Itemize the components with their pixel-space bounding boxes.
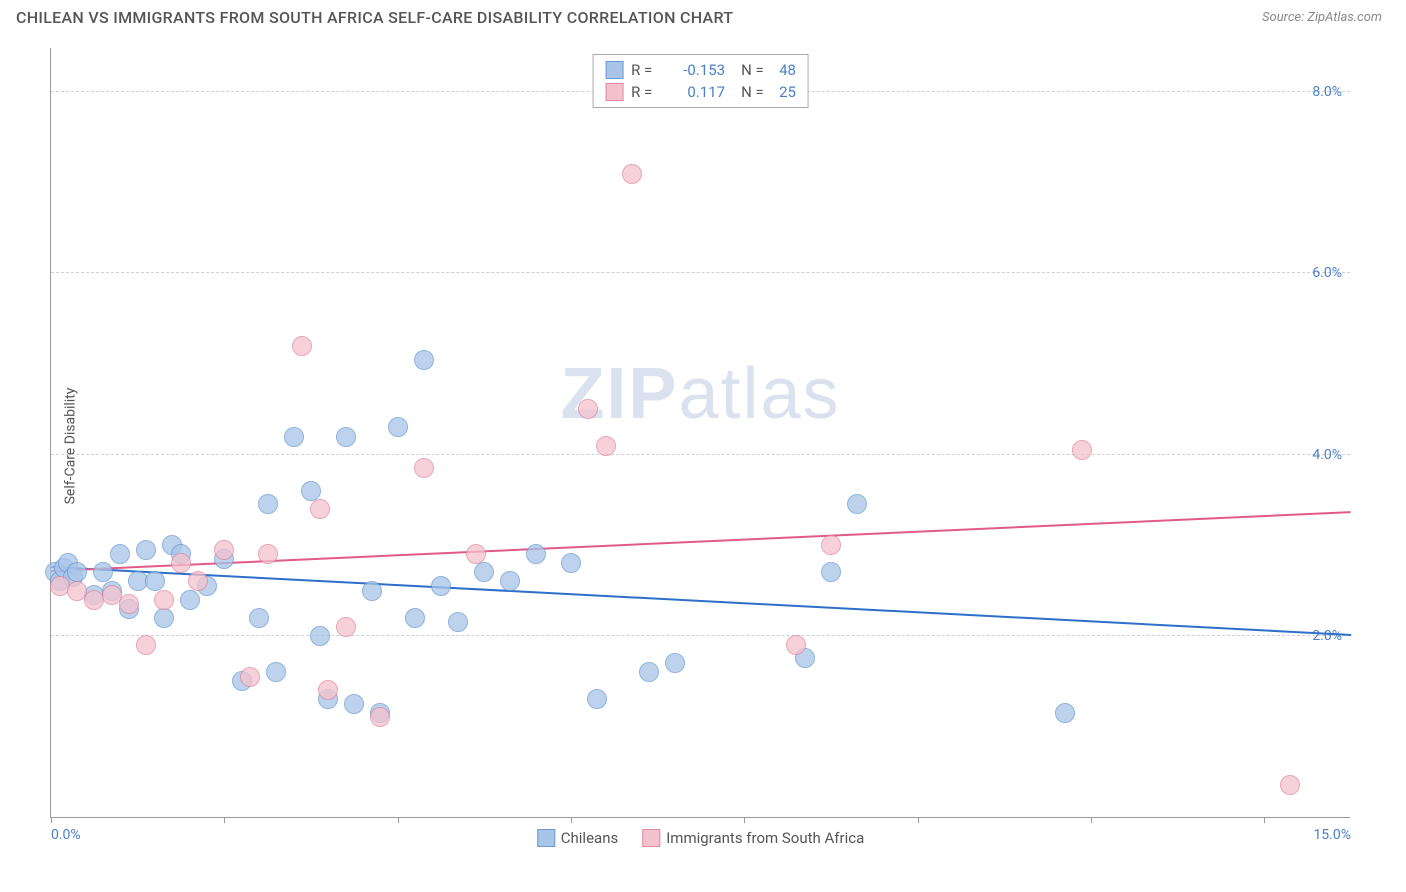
n-label: N = bbox=[741, 83, 771, 101]
legend-swatch bbox=[537, 829, 555, 847]
scatter-point bbox=[318, 680, 338, 700]
x-tick bbox=[571, 817, 572, 823]
legend-label: Chileans bbox=[561, 829, 618, 847]
scatter-point bbox=[405, 608, 425, 628]
gridline bbox=[51, 635, 1350, 636]
legend-swatch bbox=[605, 61, 623, 79]
scatter-point bbox=[466, 544, 486, 564]
x-tick bbox=[51, 817, 52, 823]
scatter-point bbox=[847, 494, 867, 514]
scatter-point bbox=[67, 562, 87, 582]
scatter-point bbox=[266, 662, 286, 682]
scatter-point bbox=[370, 707, 390, 727]
r-label: R = bbox=[631, 83, 661, 101]
scatter-point bbox=[474, 562, 494, 582]
scatter-point bbox=[786, 635, 806, 655]
gridline bbox=[51, 272, 1350, 273]
legend-row: R = 0.117 N = 25 bbox=[605, 81, 796, 103]
y-tick-label: 4.0% bbox=[1312, 447, 1342, 463]
scatter-point bbox=[1072, 440, 1092, 460]
scatter-point bbox=[336, 617, 356, 637]
scatter-point bbox=[119, 594, 139, 614]
scatter-point bbox=[500, 571, 520, 591]
legend-item: Immigrants from South Africa bbox=[642, 829, 864, 847]
scatter-point bbox=[145, 571, 165, 591]
scatter-point bbox=[578, 399, 598, 419]
scatter-point bbox=[258, 544, 278, 564]
scatter-point bbox=[154, 608, 174, 628]
scatter-point bbox=[93, 562, 113, 582]
scatter-point bbox=[136, 635, 156, 655]
scatter-point bbox=[1280, 775, 1300, 795]
n-value: 25 bbox=[779, 83, 796, 101]
x-tick bbox=[1264, 817, 1265, 823]
n-label: N = bbox=[741, 61, 771, 79]
scatter-point bbox=[336, 427, 356, 447]
legend-label: Immigrants from South Africa bbox=[666, 829, 864, 847]
scatter-point bbox=[344, 694, 364, 714]
x-tick bbox=[744, 817, 745, 823]
correlation-legend: R = -0.153 N = 48 R = 0.117 N = 25 bbox=[592, 54, 809, 108]
x-tick-label: 0.0% bbox=[51, 827, 81, 843]
trendline bbox=[51, 512, 1351, 573]
scatter-point bbox=[561, 553, 581, 573]
x-tick bbox=[1091, 817, 1092, 823]
scatter-chart: ZIPatlas 2.0%4.0%6.0%8.0%0.0%15.0%R =-0.… bbox=[50, 48, 1350, 818]
legend-row: R = -0.153 N = 48 bbox=[605, 59, 796, 81]
scatter-point bbox=[214, 540, 234, 560]
series-legend: Chileans Immigrants from South Africa bbox=[537, 829, 864, 847]
scatter-point bbox=[310, 499, 330, 519]
scatter-point bbox=[448, 612, 468, 632]
legend-swatch bbox=[605, 83, 623, 101]
scatter-point bbox=[284, 427, 304, 447]
legend-swatch bbox=[642, 829, 660, 847]
x-tick bbox=[398, 817, 399, 823]
scatter-point bbox=[639, 662, 659, 682]
gridline bbox=[51, 454, 1350, 455]
scatter-point bbox=[431, 576, 451, 596]
scatter-point bbox=[821, 535, 841, 555]
x-tick bbox=[224, 817, 225, 823]
scatter-point bbox=[388, 417, 408, 437]
scatter-point bbox=[821, 562, 841, 582]
n-value: 48 bbox=[779, 61, 796, 79]
scatter-point bbox=[249, 608, 269, 628]
scatter-point bbox=[171, 553, 191, 573]
scatter-point bbox=[587, 689, 607, 709]
scatter-point bbox=[665, 653, 685, 673]
watermark: ZIPatlas bbox=[560, 353, 840, 435]
scatter-point bbox=[414, 350, 434, 370]
trendline bbox=[51, 566, 1351, 636]
scatter-point bbox=[1055, 703, 1075, 723]
x-tick bbox=[918, 817, 919, 823]
scatter-point bbox=[362, 581, 382, 601]
chart-title: CHILEAN VS IMMIGRANTS FROM SOUTH AFRICA … bbox=[16, 8, 733, 27]
y-tick-label: 2.0% bbox=[1312, 628, 1342, 644]
scatter-point bbox=[526, 544, 546, 564]
y-tick-label: 8.0% bbox=[1312, 84, 1342, 100]
scatter-point bbox=[240, 667, 260, 687]
x-tick-label: 15.0% bbox=[1313, 827, 1351, 843]
scatter-point bbox=[110, 544, 130, 564]
scatter-point bbox=[301, 481, 321, 501]
r-value: -0.153 bbox=[669, 61, 725, 79]
scatter-point bbox=[136, 540, 156, 560]
scatter-point bbox=[292, 336, 312, 356]
legend-item: Chileans bbox=[537, 829, 618, 847]
r-value: 0.117 bbox=[669, 83, 725, 101]
r-label: R = bbox=[631, 61, 661, 79]
chart-header: CHILEAN VS IMMIGRANTS FROM SOUTH AFRICA … bbox=[0, 0, 1406, 35]
scatter-point bbox=[154, 590, 174, 610]
scatter-point bbox=[596, 436, 616, 456]
scatter-point bbox=[414, 458, 434, 478]
scatter-point bbox=[188, 571, 208, 591]
scatter-point bbox=[310, 626, 330, 646]
scatter-point bbox=[622, 164, 642, 184]
scatter-point bbox=[180, 590, 200, 610]
y-tick-label: 6.0% bbox=[1312, 265, 1342, 281]
scatter-point bbox=[258, 494, 278, 514]
chart-source: Source: ZipAtlas.com bbox=[1262, 10, 1382, 25]
